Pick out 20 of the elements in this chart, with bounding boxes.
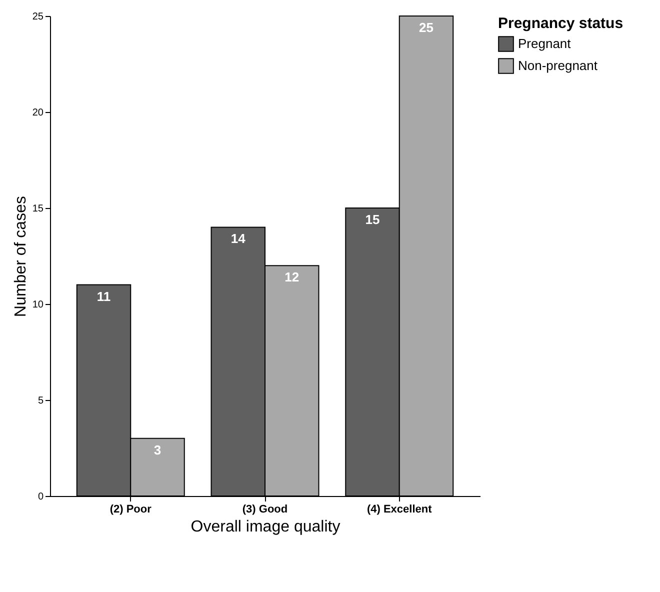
data-label: 14 — [230, 231, 246, 246]
data-label: 11 — [96, 288, 111, 304]
legend-title: Pregnancy status — [498, 15, 624, 32]
legend-label: Non-pregnant — [518, 58, 598, 73]
y-axis-title: Number of cases — [12, 196, 30, 317]
x-tick-label: (3) Good — [242, 504, 288, 516]
y-tick-label: 20 — [32, 108, 44, 118]
y-tick-label: 10 — [32, 300, 44, 310]
y-tick-label: 15 — [32, 204, 44, 214]
y-tick-label: 25 — [32, 12, 44, 22]
data-label: 15 — [365, 212, 380, 227]
x-tick-label: (2) Poor — [110, 504, 152, 516]
x-axis-title: Overall image quality — [190, 518, 340, 536]
data-label: 3 — [154, 442, 162, 458]
y-tick-label: 0 — [38, 492, 44, 502]
data-label: 25 — [419, 20, 434, 35]
x-tick-label: (4) Excellent — [366, 504, 432, 516]
y-tick-label: 5 — [38, 396, 44, 406]
legend-label: Pregnant — [518, 36, 572, 51]
data-label: 12 — [284, 270, 300, 285]
